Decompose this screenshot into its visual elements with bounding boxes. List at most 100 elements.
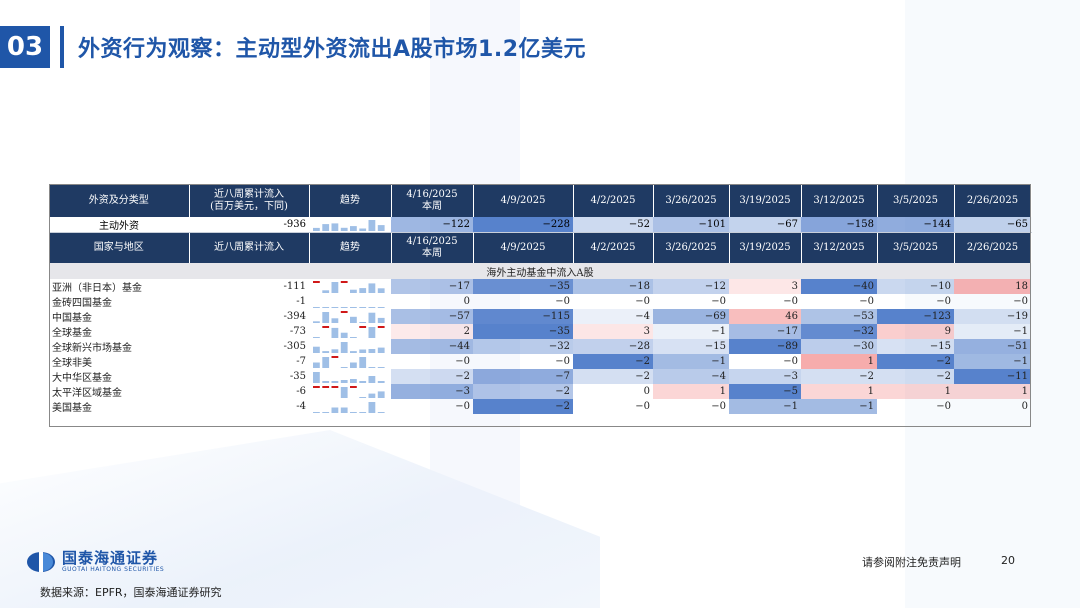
table-subtitle-row: 海外主动基金中流入A股 [49,263,1031,279]
sparkline-bar [313,281,320,283]
flow-value-cell: 18 [954,279,1031,294]
sparkline-bar [313,307,320,308]
trend-sparkline [313,402,385,413]
flow-value-cell: −69 [653,309,729,324]
row-name: 主动外资 [49,217,189,233]
row-cum: -7 [296,356,306,367]
header-cum: 近八周累计流入 (百万美元，下同) [189,184,310,217]
sparkline-bar [359,412,367,413]
header-date: 4/16/2025 本周 [391,184,474,217]
trend-sparkline [313,281,385,293]
table-header-top: 外资及分类型 近八周累计流入 (百万美元，下同) 趋势 4/16/2025 本周 4… [49,184,1032,217]
header-divider [60,26,64,68]
flow-value-cell: −0 [635,401,650,412]
header-date: 3/12/2025 [801,232,878,263]
table-row: 大中华区基金 -35 −2 −7 −2 −4 −3 −2 −2 −11 [49,369,1031,384]
logo-cn: 国泰海通证券 [62,549,159,567]
slide-header: 03 外资行为观察：主动型外资流出A股市场1.2亿美元 [0,26,586,68]
flow-value-cell: −19 [954,309,1031,324]
sparkline-bar [368,307,376,308]
flow-value-cell: −57 [391,309,473,324]
flow-value-cell: −123 [877,309,954,324]
sparkline-bar [313,337,320,338]
row-name: 全球基金 [52,328,92,339]
flow-value-cell: −0 [1013,296,1028,307]
flow-value-cell: −35 [473,324,573,339]
sparkline-bar [350,351,357,353]
sparkline-bar [368,327,376,338]
flow-value-cell: −3 [391,384,473,399]
flow-value-cell: −53 [801,309,877,324]
flow-value-cell: −0 [783,296,798,307]
row-cum: -35 [289,371,306,382]
flow-value-cell: 1 [801,384,877,399]
sparkline-bar [313,227,320,231]
flow-value-cell: −1 [653,354,729,369]
header-date: 3/5/2025 [877,232,955,263]
sparkline-bar [322,386,330,388]
company-logo: 国泰海通证券 GUOTAI HAITONG SECURITIES [26,550,164,573]
row-name: 亚洲（非日本）基金 [52,283,142,294]
header-date: 3/12/2025 [801,184,878,217]
sparkline-bar [313,321,320,323]
header-date: 4/2/2025 [573,232,654,263]
sparkline-bar [322,326,330,328]
sparkline-bar [350,289,357,293]
sparkline-bar [340,367,348,368]
flow-value-cell: −158 [801,217,877,233]
sparkline-bar [368,349,376,353]
sparkline-bar [377,367,385,368]
row-cum: -936 [189,217,309,233]
sparkline-bar [359,381,367,383]
table-row: 金砖四国基金 -1 0 −0 −0 −0 −0 −0 −0 −0 [49,294,1031,309]
flow-value-cell: 1 [954,384,1031,399]
flow-value-cell: −65 [954,217,1031,233]
flow-value-cell: −115 [473,309,573,324]
flow-value-cell: −52 [573,217,653,233]
sparkline-bar [350,307,357,308]
row-name: 全球新兴市场基金 [52,343,132,354]
flow-value-cell: −40 [801,279,877,294]
flow-value-cell: −0 [635,296,650,307]
row-name: 美国基金 [52,403,92,414]
sparkline-bar [377,391,385,398]
flow-value-cell: −3 [729,369,801,384]
flow-value-cell: 9 [877,324,954,339]
flow-value-cell: −0 [783,356,798,367]
trend-sparkline [313,372,385,383]
sparkline-bar [359,307,367,308]
sparkline-bar [377,326,385,328]
disclaimer: 请参阅附注免责声明 [862,556,961,569]
table-header-region: 国家与地区 近八周累计流入 趋势 4/16/2025 本周 4/9/2025 4/… [49,232,1032,263]
sparkline-bar [331,327,339,338]
foreign-flow-table: 外资及分类型 近八周累计流入 (百万美元，下同) 趋势 4/16/2025 本周 4… [49,184,1032,414]
sparkline-bar [322,312,330,323]
header-date: 3/26/2025 [653,184,730,217]
flow-value-cell: 1 [801,354,877,369]
logo-en: GUOTAI HAITONG SECURITIES [62,566,165,573]
flow-value-cell: −89 [729,339,801,354]
sparkline-bar [340,311,348,313]
flow-value-cell: 1 [653,384,729,399]
flow-value-cell: −15 [653,339,729,354]
flow-value-cell: −1 [729,399,801,414]
table-row: 中国基金 -394 −57 −115 −4 −69 46 −53 −123 −19 [49,309,1031,324]
sparkline-bar [368,220,376,231]
trend-sparkline [313,326,385,338]
flow-value-cell: 0 [463,296,470,307]
flow-value-cell: −1 [653,324,729,339]
flow-value-cell: −15 [877,339,954,354]
flow-value-cell: −18 [573,279,653,294]
sparkline-bar [350,362,357,368]
flow-value-cell: −2 [877,354,954,369]
flow-value-cell: −2 [573,369,653,384]
sparkline-bar [331,307,339,308]
flow-value-cell: −1 [954,354,1031,369]
flow-value-cell: −0 [555,356,570,367]
sparkline-bar [331,386,339,388]
sparkline-bar [322,224,330,231]
sparkline-bar [340,387,348,398]
flow-value-cell: −0 [455,401,470,412]
trend-sparkline [313,386,385,398]
sparkline-bar [331,381,339,383]
